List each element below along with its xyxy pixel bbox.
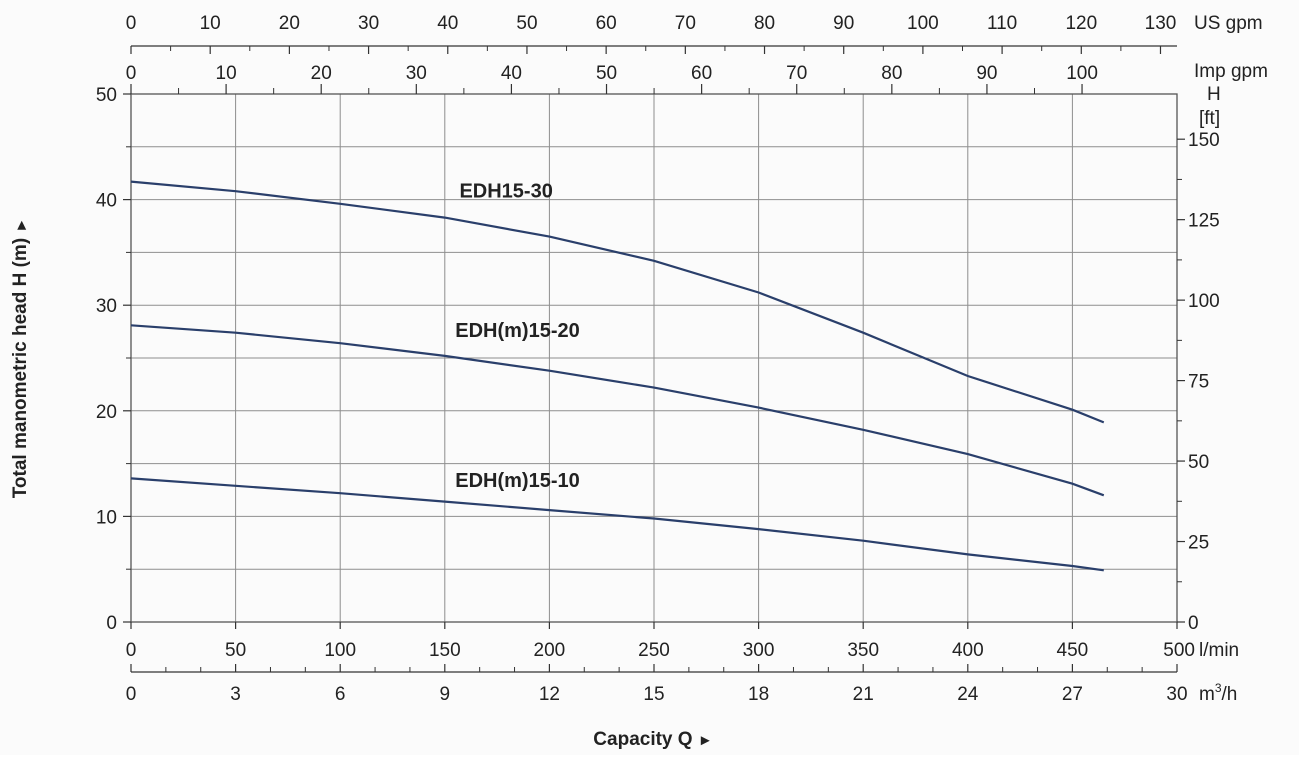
lpm-unit-label: l/min [1199,640,1239,661]
axes [123,45,1185,673]
imp-gpm-tick-label: 20 [311,63,332,84]
head-m-tick-label: 40 [96,191,117,212]
imp-gpm-tick-label: 30 [406,63,427,84]
curve-3 [130,477,1104,572]
lpm-tick-label: 300 [743,640,775,661]
us-gpm-unit-label: US gpm [1194,13,1263,34]
head-ft-tick-label: 25 [1188,533,1209,554]
lpm-tick-label: 150 [429,640,461,661]
head-ft-tick-label: 100 [1188,291,1220,312]
m3h-tick-label: 21 [853,684,874,705]
imp-gpm-tick-label: 50 [596,63,617,84]
head-ft-unit-h: H [1207,84,1221,105]
head-ft-tick-label: 150 [1188,130,1220,151]
m3h-unit-label: m3/h [1199,681,1237,705]
lpm-tick-label: 200 [534,640,566,661]
m3h-tick-label: 6 [335,684,346,705]
us-gpm-tick-label: 30 [358,13,379,34]
head-m-tick-label: 30 [96,296,117,317]
curve-2 [130,324,1105,497]
lpm-tick-label: 450 [1057,640,1089,661]
lpm-tick-label: 100 [324,640,356,661]
lpm-tick-label: 250 [638,640,670,661]
head-ft-tick-label: 75 [1188,372,1209,393]
y-axis-title-text: Total manometric head H (m) [10,233,31,499]
us-gpm-tick-label: 60 [596,13,617,34]
us-gpm-tick-label: 90 [833,13,854,34]
m3h-tick-label: 24 [957,684,979,705]
head-m-tick-label: 10 [96,507,117,528]
imp-gpm-tick-label: 10 [216,63,237,84]
us-gpm-tick-label: 20 [279,13,300,34]
lpm-tick-label: 500 [1163,640,1195,661]
m3h-tick-label: 12 [539,684,560,705]
y-axis-title: Total manometric head H (m) ► [10,218,31,499]
imp-gpm-tick-label: 100 [1066,63,1098,84]
m3h-tick-label: 3 [230,684,241,705]
curve-label-1: EDH15-30 [459,180,552,202]
curve-label-2: EDH(m)15-20 [455,320,579,342]
us-gpm-tick-label: 50 [516,13,537,34]
curves [130,180,1105,572]
curve-1 [130,180,1105,424]
m3h-tick-label: 9 [440,684,451,705]
imp-gpm-tick-label: 70 [786,63,807,84]
imp-gpm-tick-label: 0 [126,63,137,84]
grid [131,94,1177,622]
curve-label-3: EDH(m)15-10 [455,470,579,492]
us-gpm-tick-label: 100 [907,13,939,34]
lpm-tick-label: 350 [847,640,879,661]
us-gpm-tick-label: 80 [754,13,775,34]
head-m-tick-label: 20 [96,402,117,423]
head-ft-tick-label: 0 [1188,613,1199,634]
us-gpm-tick-label: 120 [1065,13,1097,34]
m3h-tick-label: 27 [1062,684,1083,705]
us-gpm-tick-label: 130 [1145,13,1177,34]
m3h-tick-label: 15 [643,684,664,705]
m3h-tick-label: 30 [1166,684,1187,705]
us-gpm-tick-label: 70 [675,13,696,34]
imp-gpm-tick-label: 40 [501,63,522,84]
m3h-tick-label: 0 [126,684,137,705]
us-gpm-tick-label: 0 [126,13,137,34]
m3h-unit-suffix: /h [1222,684,1238,705]
lpm-tick-label: 50 [225,640,246,661]
imp-gpm-tick-label: 80 [881,63,902,84]
m3h-unit-prefix: m [1199,684,1215,705]
us-gpm-tick-label: 10 [200,13,221,34]
lpm-tick-label: 0 [126,640,137,661]
y-axis-arrow: ► [13,218,30,233]
x-axis-title-text: Capacity Q [593,729,698,750]
head-ft-tick-label: 50 [1188,452,1209,473]
us-gpm-tick-label: 110 [987,13,1017,34]
m3h-tick-label: 18 [748,684,769,705]
imp-gpm-unit-label: Imp gpm [1194,61,1268,82]
head-m-tick-label: 0 [106,613,117,634]
us-gpm-tick-label: 40 [437,13,458,34]
lpm-tick-label: 400 [952,640,984,661]
head-ft-unit-ft: [ft] [1199,108,1220,129]
x-axis-arrow: ► [698,732,713,749]
x-axis-title: Capacity Q ► [593,729,712,750]
m3h-unit-superscript: 3 [1215,681,1222,695]
imp-gpm-tick-label: 60 [691,63,712,84]
head-m-tick-label: 50 [96,85,117,106]
head-ft-tick-label: 125 [1188,211,1220,232]
imp-gpm-tick-label: 90 [976,63,997,84]
